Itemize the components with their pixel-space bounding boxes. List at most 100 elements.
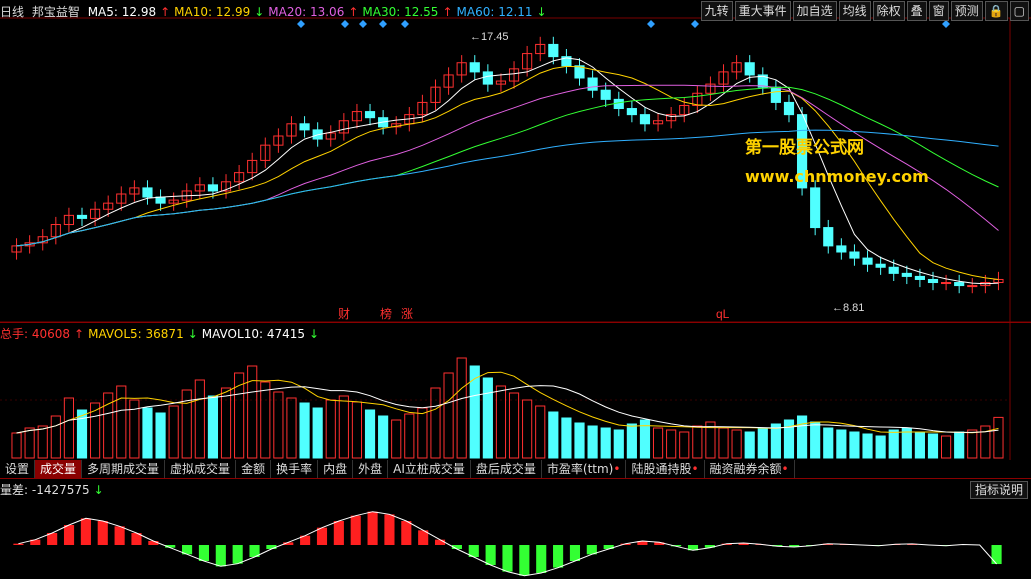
candle-body — [482, 71, 493, 85]
overlay-button[interactable]: 叠 — [906, 1, 927, 21]
candle-body — [810, 187, 821, 229]
candle-body — [967, 285, 978, 288]
candle-body — [299, 123, 310, 131]
volume-bar — [941, 435, 952, 459]
volume-bar — [207, 395, 219, 459]
volume-bar — [430, 387, 441, 459]
signal-diamond-0 — [297, 20, 305, 28]
volume-bar — [351, 401, 363, 459]
tab-7[interactable]: 外盘 — [353, 460, 389, 478]
volume-bar — [954, 431, 965, 459]
candle-body — [207, 184, 219, 192]
vol-legend-item-0: 总手: 40608 — [0, 327, 71, 341]
candle-body — [338, 120, 349, 134]
tab-6[interactable]: 内盘 — [318, 460, 354, 478]
tab-12[interactable]: 融资融券余额• — [705, 460, 795, 478]
volume-bar — [875, 435, 886, 459]
volume-bar — [286, 397, 297, 459]
candle-body — [836, 245, 847, 253]
candle-body — [639, 114, 651, 125]
ma-legend: MA5: 12.98 ↑ MA10: 12.99 ↓ MA20: 13.06 ↑ MA30:… — [88, 5, 551, 19]
volume-bar — [836, 429, 847, 459]
vol-legend-item-arrow-1: ↓ — [187, 327, 198, 341]
candle-body — [731, 62, 742, 73]
tab-flag-12: • — [781, 462, 789, 476]
volume-bar — [142, 407, 153, 459]
ma5-line — [16, 57, 999, 285]
ma-button[interactable]: 均线 — [838, 1, 871, 21]
candle-body — [692, 92, 703, 106]
candle-body — [443, 74, 454, 88]
volume-bar — [391, 419, 402, 459]
candle-body — [24, 242, 35, 247]
volume-bar — [220, 387, 232, 459]
tab-2[interactable]: 多周期成交量 — [82, 460, 166, 478]
volume-bar — [37, 425, 48, 459]
volume-bar — [980, 425, 991, 459]
volume-bar — [181, 389, 192, 459]
tab-4[interactable]: 金额 — [236, 460, 272, 478]
candle-body — [194, 184, 205, 192]
volume-bar — [260, 381, 271, 459]
volume-bar — [469, 365, 480, 459]
price-header: 日线 邦宝益智 MA5: 12.98 ↑ MA10: 12.99 ↓ MA20: 13.… — [0, 3, 555, 21]
tab-9[interactable]: 盘后成交量 — [471, 460, 542, 478]
volume-bar — [744, 431, 755, 459]
candle-body — [417, 101, 428, 116]
major-events-button[interactable]: 重大事件 — [734, 1, 791, 21]
volume-bar — [757, 427, 768, 459]
volume-bar — [705, 421, 716, 459]
candle-body — [456, 62, 467, 76]
tab-11[interactable]: 陆股通持股• — [626, 460, 705, 478]
window-button[interactable]: 窗 — [928, 1, 949, 21]
tab-3[interactable]: 虚拟成交量 — [165, 460, 237, 478]
ex-rights-button[interactable]: 除权 — [872, 1, 905, 21]
volume-bar — [247, 365, 258, 459]
volume-diff-arrow: ↓ — [93, 483, 104, 497]
candle-body — [652, 120, 664, 125]
volume-bar — [417, 407, 428, 459]
volume-bar — [129, 399, 140, 459]
volume-diff-header: 量差: -1427575 ↓ — [0, 481, 108, 499]
volume-bar — [24, 427, 35, 459]
nine-turn-button[interactable]: 九转 — [700, 1, 733, 21]
add-watchlist-button[interactable]: 加自选 — [792, 1, 837, 21]
volume-bar — [90, 402, 101, 459]
tab-8[interactable]: AI立桩成交量 — [388, 460, 471, 478]
tab-1[interactable]: 成交量 — [35, 460, 83, 478]
candle-body — [954, 282, 965, 287]
volume-bar — [626, 423, 637, 459]
forecast-button[interactable]: 预测 — [950, 1, 983, 21]
ma-legend-item-2: MA20: 13.06 — [268, 5, 345, 19]
candle-body — [744, 62, 755, 76]
stock-name: 邦宝益智 — [31, 5, 80, 19]
candle-body — [757, 74, 768, 88]
volume-bar — [273, 391, 284, 459]
indicator-explain-button[interactable]: 指标说明 — [969, 481, 1028, 499]
vol-legend-item-arrow-2: ↓ — [309, 327, 320, 341]
candle-body — [770, 86, 781, 103]
candle-body — [273, 135, 284, 146]
signal-diamond-2 — [359, 20, 367, 28]
candle-body — [980, 282, 991, 287]
window-icon[interactable]: ▢ — [1009, 1, 1029, 21]
signal-diamond-7 — [942, 20, 950, 28]
tab-0[interactable]: 设置 — [0, 460, 36, 478]
ma-legend-item-3: MA30: 12.55 — [362, 5, 439, 19]
signal-diamond-6 — [691, 20, 699, 28]
period-label[interactable]: 日线 — [0, 5, 25, 19]
volume-bar — [613, 429, 624, 459]
candle-body — [796, 114, 808, 189]
signal-diamond-3 — [379, 20, 387, 28]
candle-body — [168, 199, 179, 204]
candle-body — [508, 68, 520, 82]
volume-diff-label: 量差: -1427575 — [0, 483, 90, 497]
lock-icon[interactable]: 🔒 — [984, 1, 1008, 21]
volume-bar — [639, 419, 651, 459]
candle-body — [705, 83, 716, 94]
tab-10[interactable]: 市盈率(ttm)• — [542, 460, 627, 478]
tab-5[interactable]: 换手率 — [271, 460, 319, 478]
ma-legend-item-arrow-0: ↑ — [160, 5, 171, 19]
